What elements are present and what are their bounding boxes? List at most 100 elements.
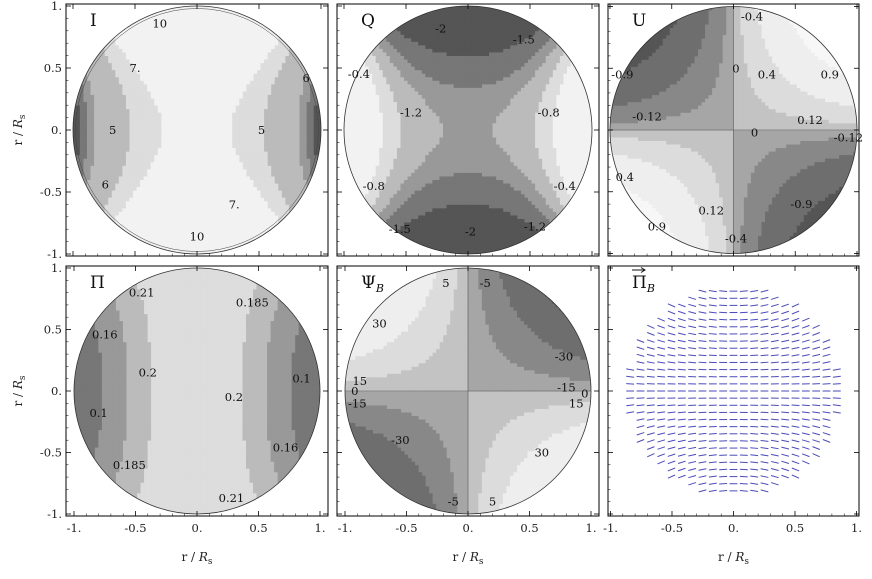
vector-segment xyxy=(708,447,717,449)
vector-segment xyxy=(812,446,821,450)
vector-segment xyxy=(781,332,790,336)
vector-segment xyxy=(791,467,800,472)
vector-segment xyxy=(626,368,635,371)
vector-segment xyxy=(667,346,676,350)
x-tick-label: 0.5 xyxy=(786,521,804,535)
vector-segment xyxy=(677,418,686,421)
vector-segment xyxy=(802,317,810,322)
x-tick-label: -0.5 xyxy=(124,521,146,535)
vector-segment xyxy=(688,354,697,357)
vector-segment xyxy=(801,418,810,421)
vector-segment xyxy=(646,339,655,343)
contour-fill xyxy=(74,268,320,514)
vector-segment xyxy=(667,368,676,371)
vector-segment xyxy=(770,425,779,428)
y-tick-label: -1. xyxy=(47,507,62,521)
vector-segment xyxy=(760,354,769,357)
vector-segment xyxy=(698,425,707,428)
contour-label: -0.4 xyxy=(348,67,370,81)
x-axis-label: r / Rs xyxy=(718,550,749,567)
contour-fill xyxy=(345,268,591,514)
vector-segment xyxy=(708,289,717,293)
vector-segment xyxy=(760,432,769,435)
vector-segment xyxy=(698,332,707,335)
vector-segment xyxy=(781,467,790,472)
vector-segment xyxy=(688,311,697,315)
vector-segment xyxy=(646,353,655,357)
vector-segment xyxy=(657,432,666,436)
vector-segment xyxy=(657,425,666,428)
vector-segment xyxy=(646,432,655,436)
vector-segment xyxy=(739,290,748,292)
panel-u: -0.4 -0.9 0 0.4 0.9 -0.12 0.12 0 -0.12 0.4 0.12 -0.… xyxy=(607,3,863,257)
vector-segment xyxy=(760,332,769,335)
contour-label: 0.16 xyxy=(273,441,299,455)
contour-label: 0.1 xyxy=(89,406,107,420)
vector-segment xyxy=(739,475,748,478)
vector-segment xyxy=(760,318,769,321)
vector-segment xyxy=(750,475,759,478)
vector-segment xyxy=(822,375,831,378)
contour-label: 10 xyxy=(190,230,205,244)
vector-segment xyxy=(760,311,769,314)
x-tick-label: -1. xyxy=(338,521,353,535)
vector-segment xyxy=(708,475,717,478)
vector-segment xyxy=(781,339,790,343)
vector-segment xyxy=(770,296,779,300)
vector-segment xyxy=(636,339,645,343)
contour-label: 5 xyxy=(109,123,116,137)
vector-segment xyxy=(760,325,769,328)
vector-segment xyxy=(667,432,676,436)
vector-segment xyxy=(708,440,717,442)
vector-segment xyxy=(791,453,800,457)
vector-segment xyxy=(812,346,821,350)
contour-label: -0.8 xyxy=(538,106,560,120)
vector-segment xyxy=(739,304,748,307)
vector-segment xyxy=(657,460,665,465)
vector-segment xyxy=(688,325,697,329)
vector-segment xyxy=(657,346,666,350)
y-tick-label: -1. xyxy=(47,247,62,261)
vector-segment xyxy=(698,447,707,450)
vector-segment xyxy=(770,418,779,421)
contour-label: 0 xyxy=(751,125,758,139)
vector-segment xyxy=(667,325,676,329)
panel-title: ΠB xyxy=(632,273,655,295)
vector-segment xyxy=(688,482,697,486)
y-tick-label: -0.5 xyxy=(40,446,62,460)
vector-segment xyxy=(719,475,728,478)
vector-segment xyxy=(657,339,666,343)
contour-fill xyxy=(344,6,592,254)
vector-segment xyxy=(750,311,759,314)
contour-label: 6 xyxy=(302,71,309,85)
contour-label: 0.12 xyxy=(797,113,823,127)
vector-segment xyxy=(667,317,676,322)
vector-segment xyxy=(832,368,841,371)
vector-segment xyxy=(708,489,717,493)
vector-segment xyxy=(791,310,800,315)
vector-segment xyxy=(698,432,707,435)
vector-segment xyxy=(646,411,655,414)
vector-segment xyxy=(750,289,759,293)
vector-segment xyxy=(812,324,820,329)
contour-label: 0.21 xyxy=(219,491,245,505)
vector-segment xyxy=(812,332,821,336)
vector-segment xyxy=(791,411,800,414)
vector-segment xyxy=(832,404,841,407)
vector-segment xyxy=(770,339,779,343)
vector-segment xyxy=(812,439,821,443)
vector-segment xyxy=(822,339,831,343)
vector-segment xyxy=(760,361,769,364)
vector-segment xyxy=(739,468,748,471)
vector-segment xyxy=(791,418,800,421)
vector-segment xyxy=(822,404,831,407)
vector-segment xyxy=(750,318,759,321)
vector-segment xyxy=(739,482,748,485)
vector-segment xyxy=(708,297,717,300)
contour-label: -0.4 xyxy=(725,232,747,246)
vector-segment xyxy=(750,468,759,471)
contour-label: 5 xyxy=(258,123,265,137)
vector-segment xyxy=(698,340,707,343)
vector-segment xyxy=(677,432,686,435)
vector-segment xyxy=(636,375,645,378)
